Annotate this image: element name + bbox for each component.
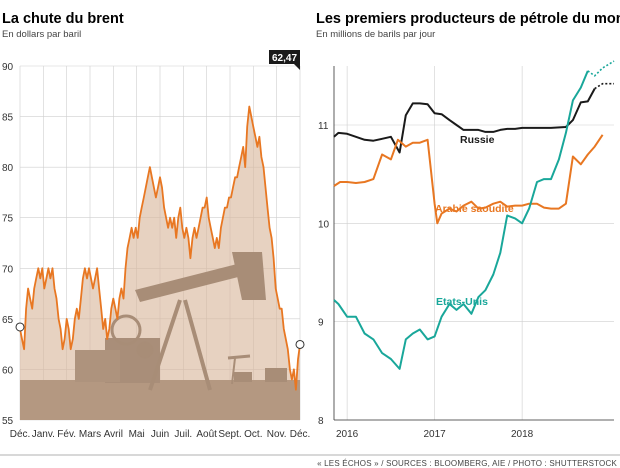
projection-line-russie xyxy=(594,82,614,90)
brent-line xyxy=(19,105,301,391)
producers-series xyxy=(333,60,615,370)
label-russia: Russie xyxy=(460,134,495,146)
brent-y-tick: 75 xyxy=(2,214,14,225)
brent-x-tick: Mars xyxy=(79,429,101,440)
brent-x-tick: Sept. xyxy=(218,429,241,440)
producers-y-tick: 9 xyxy=(318,318,324,329)
producers-x-tick: 2016 xyxy=(336,429,359,440)
producers-subtitle: En millions de barils par jour xyxy=(316,29,435,40)
brent-area-fill xyxy=(20,106,300,420)
last-value-pointer xyxy=(294,64,300,70)
brent-start-marker xyxy=(15,322,25,332)
brent-x-tick: Nov. xyxy=(267,429,287,440)
brent-x-tick: Fév. xyxy=(57,429,76,440)
brent-end-marker xyxy=(295,339,305,349)
brent-x-tick: Juil. xyxy=(174,429,192,440)
series-line-etats-unis xyxy=(333,70,589,370)
brent-x-tick: Déc. xyxy=(10,429,31,440)
producers-x-axis: 2016 2017 2018 xyxy=(336,429,534,440)
last-value-label: 62,47 xyxy=(272,53,297,64)
brent-y-tick: 70 xyxy=(2,264,14,275)
footer-credits: « LES ÉCHOS » / SOURCES : BLOOMBERG, AIE… xyxy=(317,459,617,468)
producers-y-tick: 8 xyxy=(318,416,324,427)
producers-title: Les premiers producteurs de pétrole du m… xyxy=(316,11,620,27)
label-usa: Etats-Unis xyxy=(436,296,488,308)
brent-subtitle: En dollars par baril xyxy=(2,29,81,40)
projection-line-etats-unis xyxy=(587,60,615,77)
brent-y-tick: 80 xyxy=(2,163,14,174)
brent-series-line xyxy=(19,105,301,391)
brent-y-tick: 60 xyxy=(2,365,14,376)
brent-title: La chute du brent xyxy=(2,11,124,27)
brent-x-tick: Juin xyxy=(151,429,169,440)
brent-area xyxy=(20,106,300,420)
last-value-badge: 62,47 xyxy=(269,50,300,70)
brent-x-tick: Déc. xyxy=(290,429,311,440)
brent-y-axis: 55 60 65 70 75 80 85 90 xyxy=(2,62,14,427)
brent-y-tick: 85 xyxy=(2,113,14,124)
series-line-russie xyxy=(333,88,596,154)
brent-x-tick: Août xyxy=(196,429,217,440)
producers-y-axis: 8 9 10 11 xyxy=(318,121,330,427)
series-line-arabie-saoudite xyxy=(333,134,604,225)
producers-y-tick: 11 xyxy=(318,121,329,132)
label-saudi: Arabie saoudite xyxy=(435,203,514,215)
brent-x-tick: Janv. xyxy=(32,429,55,440)
producers-series-labels: Russie Arabie saoudite Etats-Unis xyxy=(435,134,514,308)
producers-chart: 8 9 10 11 2016 2017 2018 Russie Arabie saoudi… xyxy=(318,60,615,440)
producers-y-tick: 10 xyxy=(318,219,330,230)
producers-gridlines xyxy=(333,66,614,421)
brent-y-tick: 55 xyxy=(2,416,14,427)
brent-x-tick: Oct. xyxy=(244,429,262,440)
brent-y-tick: 90 xyxy=(2,62,14,73)
brent-y-tick: 65 xyxy=(2,315,14,326)
brent-x-axis: Déc. Janv. Fév. Mars Avril Mai Juin Juil. Août Se… xyxy=(10,429,311,440)
producers-x-tick: 2017 xyxy=(424,429,447,440)
producers-x-tick: 2018 xyxy=(511,429,534,440)
brent-x-tick: Avril xyxy=(104,429,123,440)
last-value-box xyxy=(269,50,300,64)
brent-x-tick: Mai xyxy=(129,429,145,440)
brent-endpoints xyxy=(15,322,305,349)
